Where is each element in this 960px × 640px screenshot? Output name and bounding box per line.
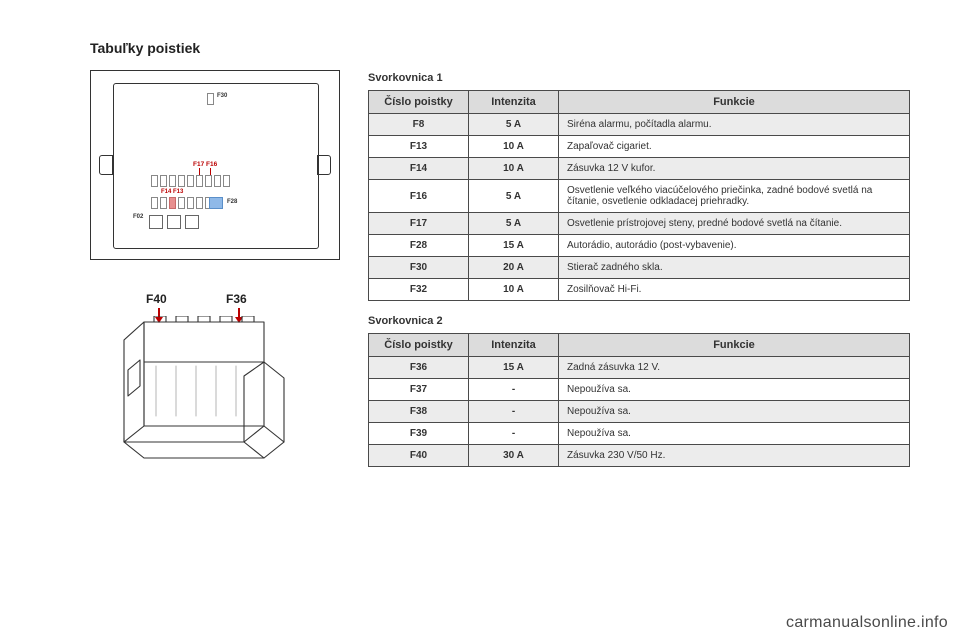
- label-f30: F30: [217, 93, 227, 99]
- t2-h3: Funkcie: [559, 334, 910, 357]
- t1r1c2: Zapaľovač cigariet.: [559, 136, 910, 158]
- t1r4c1: 5 A: [469, 213, 559, 235]
- panel-tab-right: [317, 155, 331, 175]
- t2r1c2: Nepoužíva sa.: [559, 379, 910, 401]
- figure-connector-2: F40 F36: [90, 288, 340, 466]
- t2-h2: Intenzita: [469, 334, 559, 357]
- t1r2c1: 10 A: [469, 158, 559, 180]
- left-column: F30 F17 F16 F14 F13 F28 F02: [90, 70, 340, 467]
- big-fuse-row: [149, 215, 199, 229]
- t1r1c1: 10 A: [469, 136, 559, 158]
- table-1: Číslo poistky Intenzita Funkcie F85 ASir…: [368, 90, 910, 301]
- t1r6c1: 20 A: [469, 257, 559, 279]
- label-f17f16: F17 F16: [193, 161, 217, 168]
- arrow-f17: [199, 168, 200, 175]
- t1r7c2: Zosilňovač Hi-Fi.: [559, 279, 910, 301]
- t1r4c0: F17: [369, 213, 469, 235]
- t2r4c0: F40: [369, 445, 469, 467]
- t1r7c0: F32: [369, 279, 469, 301]
- t1-h2: Intenzita: [469, 91, 559, 114]
- t1r0c1: 5 A: [469, 114, 559, 136]
- fuse-row-2b: [209, 197, 223, 209]
- t1-h3: Funkcie: [559, 91, 910, 114]
- subhead-2: Svorkovnica 2: [368, 315, 910, 327]
- content-row: F30 F17 F16 F14 F13 F28 F02: [90, 70, 910, 467]
- t1r5c0: F28: [369, 235, 469, 257]
- table-2: Číslo poistky Intenzita Funkcie F3615 AZ…: [368, 333, 910, 467]
- t1-h1: Číslo poistky: [369, 91, 469, 114]
- t2r0c1: 15 A: [469, 357, 559, 379]
- t1r0c0: F8: [369, 114, 469, 136]
- t1r7c1: 10 A: [469, 279, 559, 301]
- page-title: Tabuľky poistiek: [90, 40, 910, 56]
- panel-tab-left: [99, 155, 113, 175]
- t2r1c0: F37: [369, 379, 469, 401]
- t1r6c0: F30: [369, 257, 469, 279]
- t2r0c2: Zadná zásuvka 12 V.: [559, 357, 910, 379]
- t2r3c0: F39: [369, 423, 469, 445]
- figure-fusebox-1: F30 F17 F16 F14 F13 F28 F02: [90, 70, 340, 260]
- label-f14f13: F14 F13: [161, 189, 183, 195]
- t1r2c0: F14: [369, 158, 469, 180]
- t2r3c2: Nepoužíva sa.: [559, 423, 910, 445]
- t2r2c2: Nepoužíva sa.: [559, 401, 910, 423]
- t1r0c2: Siréna alarmu, počítadla alarmu.: [559, 114, 910, 136]
- t1r5c1: 15 A: [469, 235, 559, 257]
- t2r4c2: Zásuvka 230 V/50 Hz.: [559, 445, 910, 467]
- t2r2c1: -: [469, 401, 559, 423]
- fuse-f30: [207, 93, 214, 105]
- connector-svg: [110, 316, 320, 466]
- label-f36: F36: [226, 292, 247, 306]
- t2r4c1: 30 A: [469, 445, 559, 467]
- label-f02: F02: [133, 214, 143, 220]
- label-f28: F28: [227, 199, 237, 205]
- label-f40: F40: [146, 292, 167, 306]
- t2r2c0: F38: [369, 401, 469, 423]
- t1r6c2: Stierač zadného skla.: [559, 257, 910, 279]
- t1r3c2: Osvetlenie veľkého viacúčelového priečin…: [559, 180, 910, 213]
- t2r0c0: F36: [369, 357, 469, 379]
- t2r3c1: -: [469, 423, 559, 445]
- arrow-f16: [210, 168, 211, 175]
- t1r5c2: Autorádio, autorádio (post-vybavenie).: [559, 235, 910, 257]
- t1r3c0: F16: [369, 180, 469, 213]
- subhead-1: Svorkovnica 1: [368, 72, 910, 84]
- fuse-row-1: [151, 175, 230, 187]
- t2-h1: Číslo poistky: [369, 334, 469, 357]
- t1r1c0: F13: [369, 136, 469, 158]
- watermark: carmanualsonline.info: [786, 614, 948, 632]
- t2r1c1: -: [469, 379, 559, 401]
- t1r3c1: 5 A: [469, 180, 559, 213]
- t1r4c2: Osvetlenie prístrojovej steny, predné bo…: [559, 213, 910, 235]
- t1r2c2: Zásuvka 12 V kufor.: [559, 158, 910, 180]
- right-column: Svorkovnica 1 Číslo poistky Intenzita Fu…: [368, 70, 910, 467]
- page: Tabuľky poistiek F30 F17 F16 F14 F13: [0, 0, 960, 640]
